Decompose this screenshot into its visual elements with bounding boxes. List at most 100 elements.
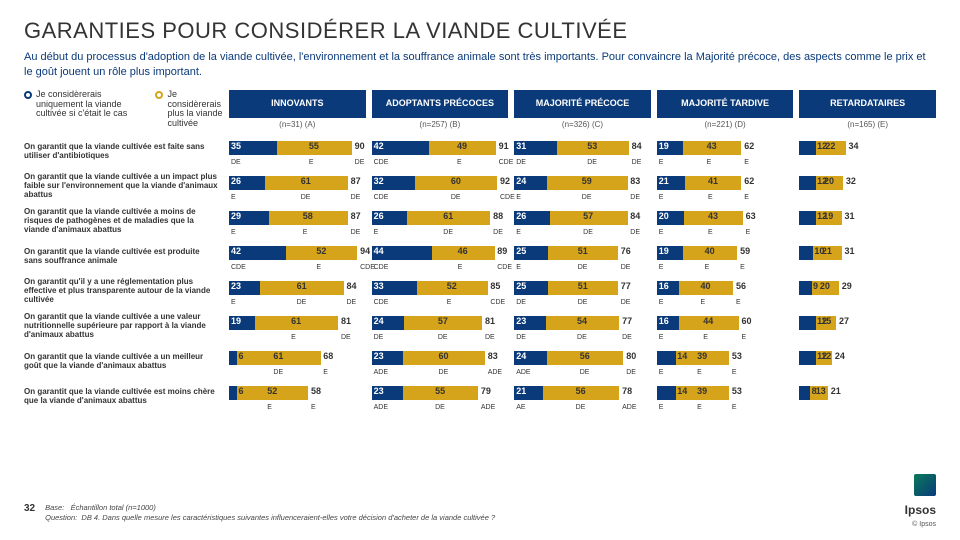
sig-1: E [659,264,664,271]
sig-1: CDE [374,194,389,201]
value-1: 21 [516,386,526,396]
sig-1: CDE [231,264,246,271]
sig-total: DE [493,229,503,236]
value-total: 62 [744,141,754,151]
sig-total: E [732,369,737,376]
value-1: 25 [516,246,526,256]
logo-icon [914,474,936,496]
value-1: 33 [374,281,384,291]
value-1: 26 [516,211,526,221]
row-label: On garantit que la viande cultivée a un … [24,352,229,370]
row-label: On garantit que la viande cultivée est p… [24,247,229,265]
column-title: MAJORITÉ PRÉCOCE [514,90,651,118]
sig-1: E [659,369,664,376]
data-cell: 29 58 87 E E DE [229,207,366,235]
sig-2: E [316,264,321,271]
data-cell: 9 20 29 [799,277,936,305]
sig-2: DE [578,264,588,271]
value-total: 56 [736,281,746,291]
data-cell: 26 61 87 E DE DE [229,172,366,200]
table-row: On garantit que la viande cultivée a moi… [24,203,936,238]
value-2: 22 [825,141,835,151]
table-row: On garantit que la viande cultivée est p… [24,238,936,273]
sig-total: E [744,159,749,166]
value-total: 53 [732,351,742,361]
sig-1: DE [231,159,241,166]
legend-item-2: Je considèrerais plus la viande cultivée [155,90,229,130]
data-cell: 12 15 27 [799,312,936,340]
value-2: 39 [697,351,707,361]
data-cell: 12 12 24 [799,347,936,375]
sig-1: ADE [374,404,388,411]
sig-2: DE [582,194,592,201]
sig-1: DE [374,334,384,341]
sig-total: DE [621,299,631,306]
value-1: 14 [677,386,687,396]
value-total: 87 [351,211,361,221]
brand-logo: Ipsos © Ipsos [905,474,936,528]
sig-1: E [516,229,521,236]
data-cell: 23 55 79 ADE DE ADE [372,382,509,410]
value-1: 20 [659,211,669,221]
page-subtitle: Au début du processus d'adoption de la v… [24,50,936,80]
sig-1: E [659,159,664,166]
value-1: 24 [374,316,384,326]
value-total: 81 [341,316,351,326]
data-cell: 16 40 56 E E E [657,277,794,305]
sig-2: E [697,369,702,376]
value-1: 16 [659,316,669,326]
value-total: 84 [630,211,640,221]
value-total: 63 [746,211,756,221]
copyright: © Ipsos [905,521,936,528]
value-2: 41 [708,176,718,186]
column-title: ADOPTANTS PRÉCOCES [372,90,509,118]
sig-2: DE [576,404,586,411]
data-cell: 33 52 85 CDE E CDE [372,277,509,305]
data-cell: 23 61 84 E DE DE [229,277,366,305]
row-label: On garantit que la viande cultivée a moi… [24,207,229,235]
sig-1: E [231,229,236,236]
value-2: 60 [451,176,461,186]
value-total: 89 [497,246,507,256]
value-total: 31 [844,211,854,221]
sig-total: E [740,264,745,271]
sig-2: E [447,299,452,306]
sig-total: ADE [622,404,636,411]
value-total: 60 [741,316,751,326]
row-label: On garantit que la viande cultivée est f… [24,142,229,160]
sig-1: DE [516,334,526,341]
data-cell: 24 56 80 ADE DE DE [514,347,651,375]
value-total: 21 [831,386,841,396]
sig-2: DE [438,334,448,341]
slide: GARANTIES POUR CONSIDÉRER LA VIANDE CULT… [0,0,960,413]
data-cell: 19 43 62 E E E [657,137,794,165]
legend-label: Je considèrerais plus la viande cultivée [167,90,229,130]
table-row: On garantit que la viande cultivée a un … [24,168,936,203]
sig-2: DE [580,369,590,376]
sig-2: DE [578,299,588,306]
sig-1: CDE [374,264,389,271]
column-title: MAJORITÉ TARDIVE [657,90,794,118]
sig-total: CDE [490,299,505,306]
table-row: On garantit que la viande cultivée est f… [24,133,936,168]
column-n: (n=257) (B) [372,118,509,133]
value-2: 60 [439,351,449,361]
value-total: 83 [488,351,498,361]
legend-label: Je considèrerais uniquement la viande cu… [36,90,137,120]
table-row: On garantit que la viande cultivée a un … [24,343,936,378]
data-cell: 19 61 81 E DE [229,312,366,340]
sig-total: DE [351,194,361,201]
sig-total: E [311,404,316,411]
value-1: 6 [239,386,244,396]
value-total: 91 [499,141,509,151]
value-total: 84 [346,281,356,291]
value-total: 77 [622,316,632,326]
value-2: 61 [297,281,307,291]
data-cell: 24 59 83 E DE DE [514,172,651,200]
data-rows: On garantit que la viande cultivée est f… [24,133,936,413]
sig-2: E [457,159,462,166]
value-2: 51 [578,246,588,256]
value-1: 21 [659,176,669,186]
sig-1: CDE [374,299,389,306]
data-cell: 10 21 31 [799,242,936,270]
